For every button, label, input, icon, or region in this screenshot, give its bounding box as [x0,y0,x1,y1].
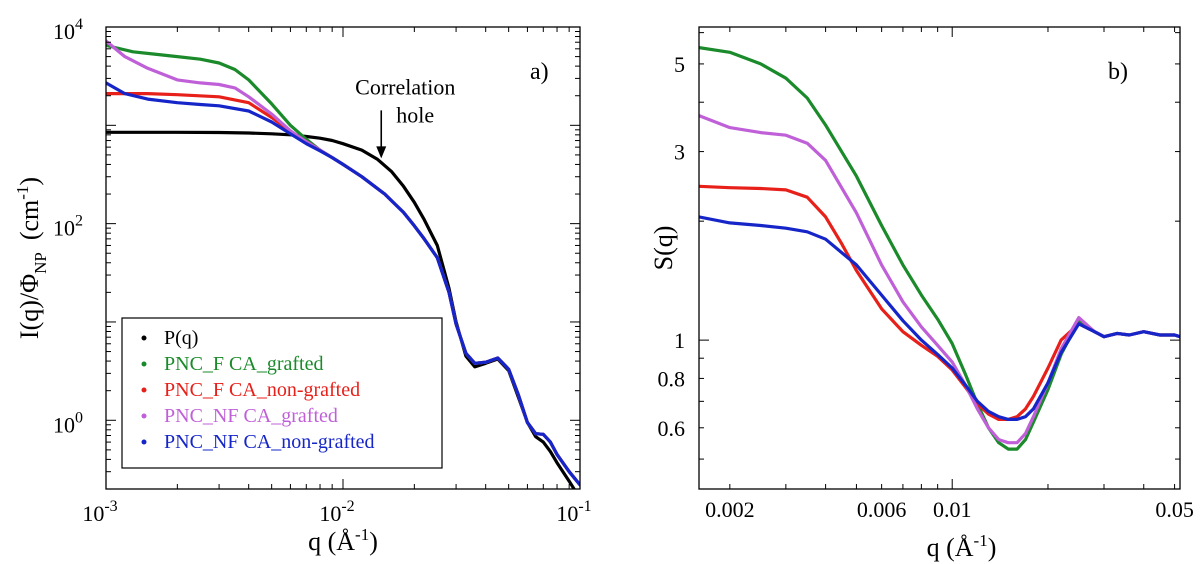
panel-b-y-tick-label: 0.6 [658,416,686,441]
panel-b-label: b) [1108,59,1128,85]
panel-a-label: a) [530,59,549,85]
panel-a-x-label-sup: -1 [355,525,369,544]
correlation-hole-annotation: Correlation hole [355,74,455,159]
panel-a-y-tick-label: 104 [53,16,83,44]
annotation-line-1: Correlation [355,74,455,99]
legend-box [121,317,443,469]
legend-marker [141,361,147,367]
panel-b-series-3 [699,114,1180,445]
panel-b-series-4 [699,215,1180,421]
panel-a-x-label-close: ) [369,527,378,556]
panel-b-x-label-sup: -1 [974,531,988,550]
panel-b-x-label-close: ) [988,533,997,562]
legend-entry: PNC_NF CA_grafted [164,405,338,427]
panel-b-x-label-text: q (Å [927,533,974,562]
legend-entry: PNC_F CA_grafted [164,353,323,375]
panel-a-series-group [106,39,580,489]
annotation-line-2: hole [396,102,434,127]
panel-b-ticks: 0.002 0.006 0.01 0.05 0.6 0.8 1 3 5 [658,27,1194,522]
panel-a-y-label-unit: (cm [15,200,44,240]
legend: P(q) PNC_F CA_grafted PNC_F CA_non-grafted… [121,317,443,469]
panel-b-x-tick-label: 0.006 [857,497,907,522]
panel-a-x-axis-label: q (Å-1) [308,525,378,556]
legend-entry: P(q) [164,327,198,349]
legend-marker [141,387,147,393]
panel-b-series-group [699,46,1180,451]
panel-b-y-axis-label: S(q) [649,226,678,271]
panel-b: 0.002 0.006 0.01 0.05 0.6 0.8 1 3 5 b) q (Å-1) S… [649,26,1194,562]
panel-a-x-tick-label: 10-3 [82,498,117,526]
panel-a-x-tick-label: 10-1 [556,498,591,526]
panel-a-y-label-text: I(q)/Φ [15,274,44,339]
legend-marker [141,413,147,419]
panel-b-x-tick-label: 0.05 [1155,497,1194,522]
panel-a-y-label-unit-close: ) [15,177,44,186]
panel-b-series-1 [699,46,1180,451]
panel-b-y-tick-label: 5 [674,52,685,77]
panel-a-x-label-text: q (Å [308,527,355,556]
panel-a-y-axis-label: I(q)/ΦNP (cm-1) [13,177,50,339]
panel-a: 10-3 10-2 10-1 100 102 104 a) Correlation hole… [13,16,592,556]
legend-entry: PNC_F CA_non-grafted [164,379,360,401]
panel-b-x-tick-label: 0.002 [705,497,755,522]
panel-b-y-tick-label: 0.8 [658,366,686,391]
panel-a-y-label-unit-sup: -1 [13,186,32,200]
panel-b-frame [698,26,1181,490]
panel-a-series-5 [106,81,580,487]
panel-b-x-axis-label: q (Å-1) [927,531,997,562]
panel-a-y-label-sub: NP [31,252,50,274]
annotation-arrow-head [376,146,387,159]
panel-a-y-tick-label: 102 [53,213,83,241]
panel-a-y-tick-label: 100 [53,409,83,437]
legend-entry: PNC_NF CA_non-grafted [164,431,375,453]
panel-b-y-tick-label: 1 [674,328,685,353]
panel-b-series-2 [699,184,1180,421]
panel-a-x-tick-label: 10-2 [319,498,354,526]
panel-b-x-tick-label: 0.01 [933,497,972,522]
panel-b-y-tick-label: 3 [674,140,685,165]
panel-a-ticks: 10-3 10-2 10-1 100 102 104 [53,16,592,526]
legend-marker [141,439,147,445]
legend-marker [141,335,147,341]
